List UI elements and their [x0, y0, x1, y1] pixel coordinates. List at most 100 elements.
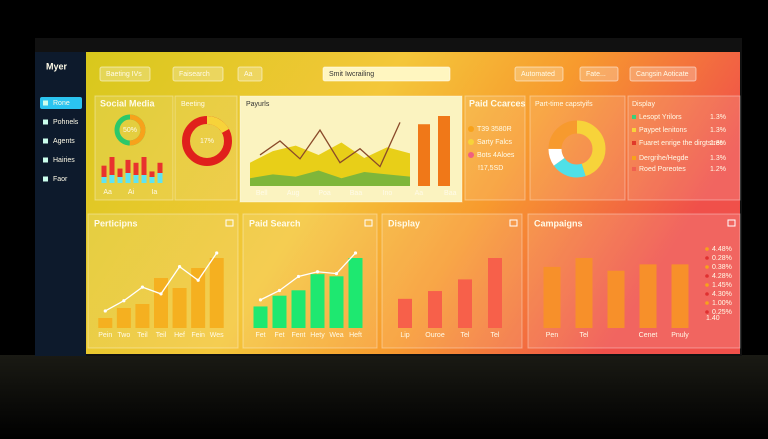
toolbar-box[interactable]	[237, 66, 263, 82]
toolbar-box[interactable]	[99, 66, 151, 82]
legend-dot	[705, 301, 709, 305]
nav-icon	[43, 157, 48, 163]
panel-icon[interactable]	[364, 219, 373, 227]
list-value: 1.3%	[710, 155, 726, 162]
panel-icon[interactable]	[225, 219, 234, 227]
x-label: Teil	[156, 332, 167, 339]
legend-text: 4.30%	[712, 291, 732, 298]
bar	[133, 175, 139, 183]
panel	[627, 95, 741, 201]
list-value: 1.3%	[710, 140, 726, 147]
x-label: Lip	[400, 332, 409, 339]
nav-item[interactable]: Rone	[53, 100, 70, 107]
nav-item[interactable]: Hairies	[53, 157, 75, 164]
legend-dot	[705, 265, 709, 269]
panel-icon[interactable]	[509, 219, 518, 227]
bar	[133, 162, 139, 183]
x-label: Hef	[174, 332, 185, 339]
bar	[141, 175, 147, 183]
legend-swatch	[632, 156, 636, 160]
bar	[149, 177, 155, 183]
panel-title: Part-time capstyifs	[535, 101, 593, 108]
toolbar-box[interactable]	[322, 66, 451, 82]
bar	[135, 304, 150, 328]
line-dot	[140, 285, 145, 289]
toolbar-text: Aa	[244, 71, 253, 78]
line-dot	[122, 299, 126, 303]
total: !17,5SD	[478, 165, 503, 172]
x-label: Two	[117, 332, 130, 339]
bar	[117, 168, 123, 183]
panel-title: Perticipns	[94, 218, 138, 228]
panel	[464, 95, 526, 201]
bar	[125, 159, 131, 183]
nav-item[interactable]: Faor	[53, 176, 68, 183]
x-label: Ai	[128, 189, 135, 196]
nav-active	[40, 97, 82, 109]
legend-text: 4.48%	[712, 246, 732, 253]
bar	[310, 274, 325, 328]
panel-title: Paid Search	[249, 218, 301, 228]
line-dot	[103, 309, 107, 313]
x-label: Tel	[491, 332, 500, 339]
legend-dot	[468, 126, 474, 132]
legend-dot	[705, 274, 709, 278]
x-label: Aa	[415, 190, 424, 197]
panel-title: Paid Ccarces	[469, 98, 526, 108]
donut-label: 50%	[123, 127, 137, 134]
bar	[348, 258, 363, 328]
legend-dot	[468, 152, 474, 158]
nav-item[interactable]: Pohnels	[53, 119, 79, 126]
list-value: 1.3%	[710, 114, 726, 121]
bar	[154, 278, 168, 328]
panel	[94, 95, 174, 201]
legend-dot	[705, 247, 709, 251]
nav-item[interactable]: Agents	[53, 138, 75, 145]
nav-icon	[43, 119, 48, 125]
list-label: Dergrihe/Hegde	[639, 155, 689, 162]
list-value: 1.3%	[710, 127, 726, 134]
bar	[101, 177, 107, 183]
toolbar-text: Baeting IVs	[106, 71, 142, 78]
panel	[529, 95, 626, 201]
panel-icon[interactable]	[727, 219, 736, 227]
bar	[125, 173, 131, 183]
line-dot	[177, 265, 182, 269]
bar	[458, 279, 472, 328]
bar	[438, 116, 450, 186]
panel-title: Payurls	[246, 101, 270, 108]
toolbar-box[interactable]	[514, 66, 564, 82]
toolbar-box[interactable]	[579, 66, 619, 82]
toolbar-text: Fate...	[586, 71, 606, 78]
toolbar-text: Automated	[521, 71, 555, 78]
donut-arc	[114, 114, 146, 146]
toolbar-text: Smit Iwcrailing	[329, 71, 374, 78]
x-label: Wea	[329, 332, 343, 339]
bar	[329, 276, 344, 328]
x-label: Fein	[191, 332, 205, 339]
toolbar-box[interactable]	[629, 66, 697, 82]
toolbar-text: Faisearch	[179, 71, 210, 78]
panel-title: Social Media	[100, 98, 156, 108]
line-dot	[353, 251, 358, 255]
x-label: Wes	[210, 332, 224, 339]
logo: Myer	[46, 61, 68, 71]
line-dot	[277, 288, 282, 293]
bar	[109, 157, 115, 183]
legend-swatch	[632, 141, 636, 145]
x-label: Aa	[103, 189, 112, 196]
x-label: Ouroe	[425, 332, 445, 339]
donut-segment	[548, 120, 606, 178]
donut-label: 17%	[200, 138, 214, 145]
toolbar-box[interactable]	[172, 66, 224, 82]
legend-swatch	[632, 167, 636, 171]
donut-arc	[182, 116, 232, 166]
legend-dot	[705, 310, 709, 314]
bar	[98, 318, 113, 328]
x-label: Baa	[350, 190, 363, 197]
bar	[543, 266, 561, 328]
total: 1.40	[706, 315, 720, 322]
line	[259, 122, 401, 168]
line-dot	[334, 272, 339, 276]
x-label: Bell	[256, 190, 268, 197]
